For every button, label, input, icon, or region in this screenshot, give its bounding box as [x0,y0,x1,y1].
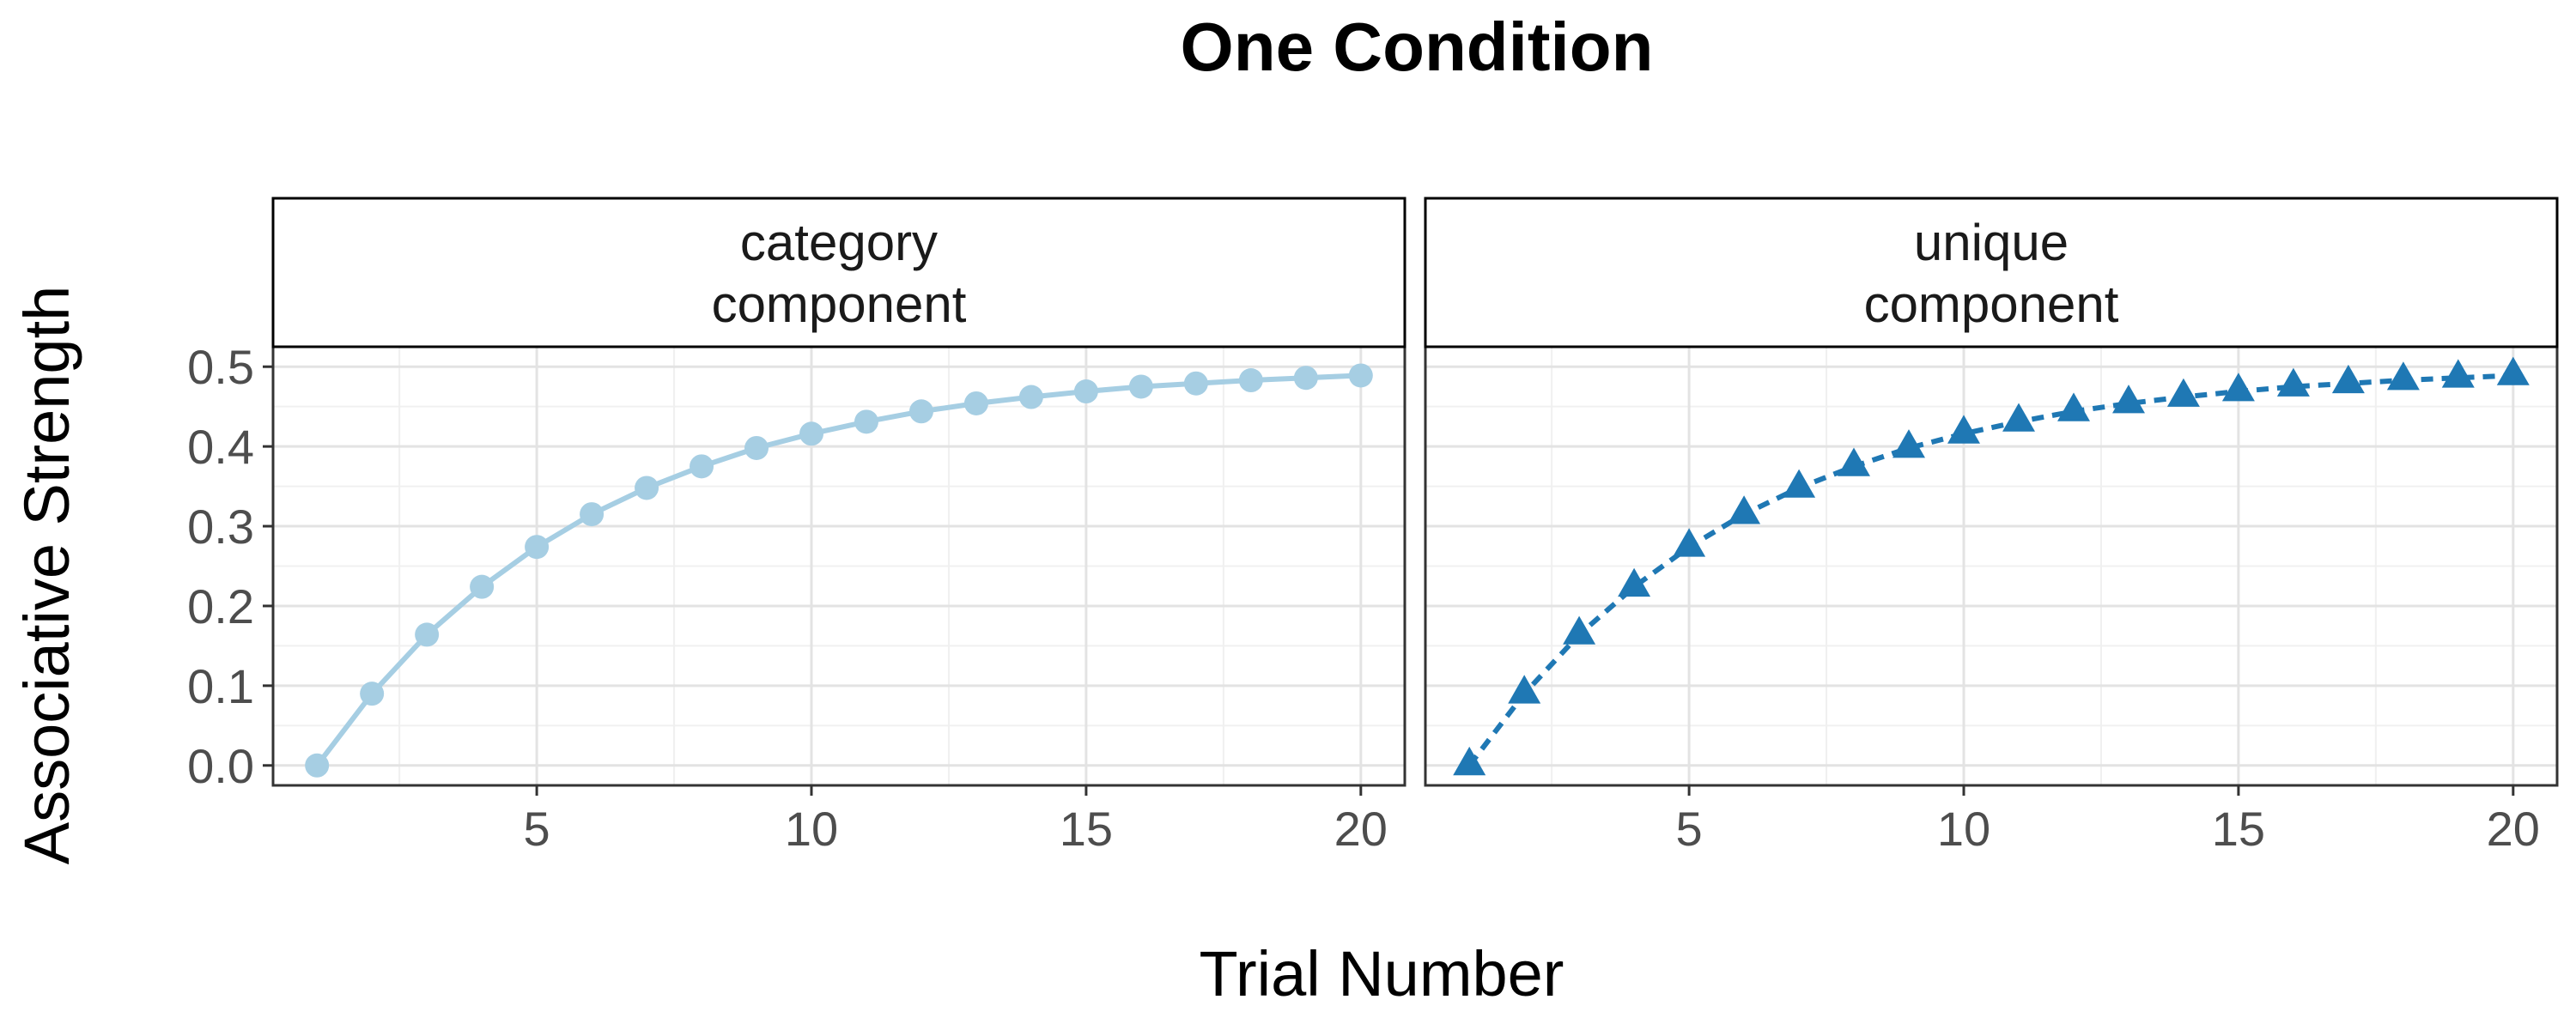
data-point-circle [635,476,659,500]
strip-label-line: unique [1914,214,2069,271]
data-point-circle [415,622,440,647]
data-point-circle [908,399,933,424]
data-point-triangle [2496,356,2530,385]
x-tick-label: 10 [1937,802,1990,856]
data-point-circle [690,454,714,479]
data-point-circle [525,535,550,560]
data-point-triangle [1508,675,1541,704]
data-point-circle [963,391,988,415]
strip-label-line: component [712,276,967,333]
y-tick-label: 0.5 [187,340,254,394]
data-point-triangle [2112,385,2145,414]
data-point-circle [1348,363,1373,388]
data-point-triangle [1893,429,1925,458]
data-point-circle [1018,385,1043,409]
strip-box [271,197,1406,348]
x-tick-label: 15 [1060,802,1113,856]
strip-box [1424,197,2559,348]
data-point-triangle [2331,364,2365,394]
series-1 [305,363,1373,778]
series-1 [1453,356,2530,776]
data-point-triangle [2276,367,2310,397]
strip-label-line: category [740,214,938,271]
y-tick-label: 0.2 [187,579,254,633]
data-point-circle [305,753,330,778]
gridlines [273,347,1405,785]
data-point-triangle [2221,373,2255,402]
y-tick-label: 0.0 [187,739,254,793]
data-point-triangle [1563,615,1596,645]
data-point-circle [744,435,769,460]
data-point-circle [799,421,824,446]
y-axis-title: Associative Strength [11,286,82,865]
data-point-triangle [1838,447,1870,476]
data-point-triangle [2002,403,2035,432]
gridlines [1425,347,2557,785]
strip-label-line: component [1864,276,2119,333]
data-point-triangle [1618,567,1651,597]
y-tick-label: 0.4 [187,420,254,474]
data-point-triangle [2166,378,2200,407]
data-point-circle [470,574,495,599]
data-point-circle [580,502,605,527]
data-point-triangle [1453,746,1486,776]
data-point-triangle [1673,528,1706,557]
data-point-circle [854,409,878,434]
data-point-triangle [2386,361,2420,391]
data-point-circle [1128,374,1153,399]
data-point-triangle [2441,359,2475,388]
x-tick-label: 10 [785,802,838,856]
data-point-triangle [1728,495,1761,524]
x-tick-label: 5 [1676,802,1703,856]
data-point-circle [1073,379,1098,404]
data-point-triangle [2057,392,2090,421]
data-point-circle [1293,366,1318,391]
data-point-circle [1183,371,1208,396]
x-tick-label: 5 [524,802,550,856]
data-point-circle [1238,368,1263,393]
data-point-triangle [1947,415,1980,444]
y-tick-label: 0.3 [187,500,254,554]
x-tick-label: 15 [2212,802,2265,856]
y-tick-label: 0.1 [187,659,254,713]
x-axis-title: Trial Number [1200,938,1564,1009]
x-tick-label: 20 [2487,802,2540,856]
x-tick-label: 20 [1334,802,1388,856]
data-point-triangle [1783,469,1816,498]
data-point-circle [360,682,385,706]
chart-title: One Condition [1180,9,1653,85]
